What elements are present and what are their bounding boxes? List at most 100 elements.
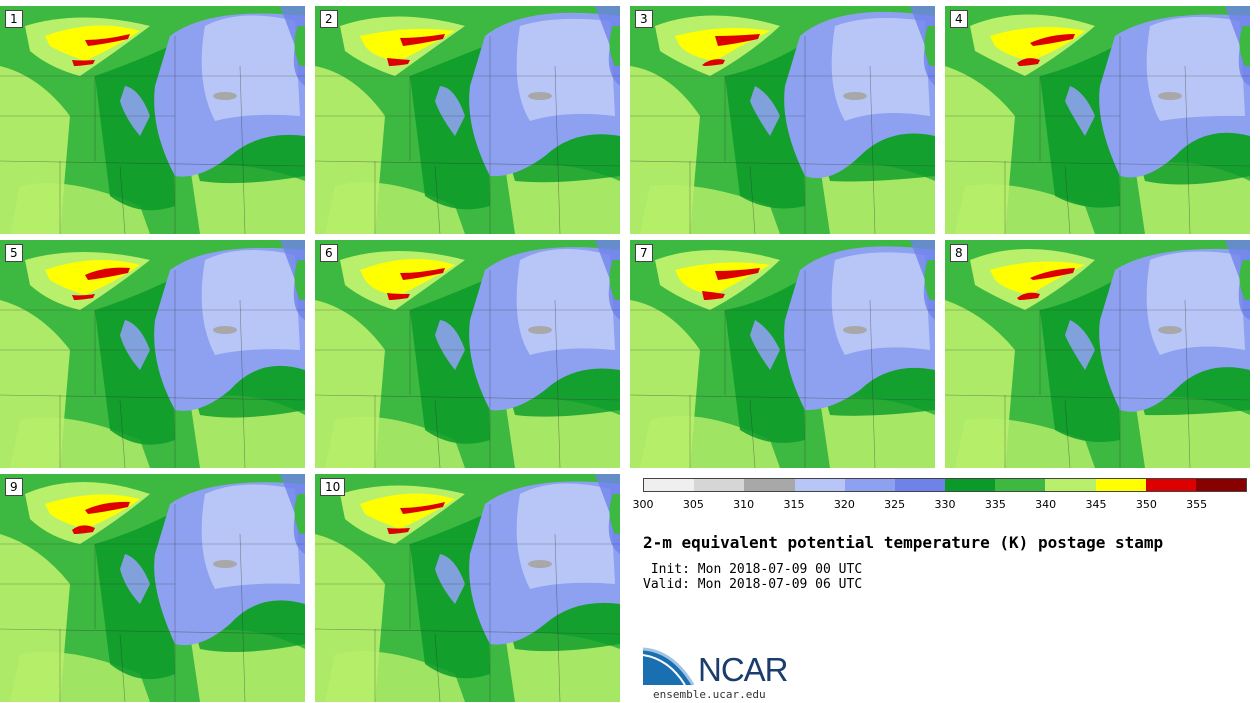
light-blue-region bbox=[516, 483, 615, 589]
temperature-map bbox=[630, 240, 935, 468]
gray-spot bbox=[213, 560, 237, 568]
red-region bbox=[715, 34, 760, 46]
state-border bbox=[554, 299, 561, 468]
lake-edge bbox=[294, 26, 305, 66]
light-blue-region bbox=[516, 249, 615, 355]
colorbar-segment bbox=[644, 479, 695, 491]
red-region bbox=[400, 34, 445, 46]
init-time: Init: Mon 2018-07-09 00 UTC bbox=[643, 562, 863, 577]
state-border bbox=[0, 628, 305, 635]
state-border bbox=[749, 165, 756, 234]
state-border bbox=[630, 394, 935, 401]
red-region bbox=[715, 268, 760, 280]
colorbar-tick-label: 330 bbox=[934, 498, 956, 511]
blue-region bbox=[1065, 86, 1095, 136]
gray-spot bbox=[843, 92, 867, 100]
member-panel-1: 1 bbox=[0, 6, 305, 234]
lake-edge bbox=[609, 260, 620, 300]
gray-spot bbox=[1158, 92, 1182, 100]
state-border bbox=[119, 633, 126, 702]
colorbar-tick-label: 325 bbox=[884, 498, 906, 511]
temperature-map bbox=[945, 6, 1250, 234]
light-blue-region bbox=[201, 250, 300, 355]
blue-region bbox=[120, 554, 150, 604]
light-blue-region bbox=[201, 484, 300, 589]
state-border bbox=[945, 394, 1250, 401]
state-border bbox=[869, 65, 876, 234]
temperature-map bbox=[945, 240, 1250, 468]
member-panel-4: 4 bbox=[945, 6, 1250, 234]
blue-region bbox=[435, 320, 465, 370]
state-border bbox=[119, 165, 126, 234]
figure-title: 2-m equivalent potential temperature (K)… bbox=[643, 533, 1164, 552]
temperature-map bbox=[0, 474, 305, 702]
colorbar-segment bbox=[744, 479, 795, 491]
member-label: 9 bbox=[5, 478, 23, 496]
state-border bbox=[239, 299, 246, 468]
state-border bbox=[1064, 399, 1071, 468]
colorbar-tick-label: 335 bbox=[984, 498, 1006, 511]
temperature-map bbox=[0, 240, 305, 468]
colorbar-segment bbox=[694, 479, 745, 491]
light-green-region bbox=[955, 418, 1095, 468]
gray-spot bbox=[528, 326, 552, 334]
colorbar-tick-label: 310 bbox=[733, 498, 755, 511]
member-label: 5 bbox=[5, 244, 23, 262]
lake-edge bbox=[924, 260, 935, 300]
colorbar-segment bbox=[844, 479, 895, 491]
blue-region bbox=[1065, 320, 1095, 370]
state-border bbox=[434, 165, 441, 234]
lake-edge bbox=[609, 494, 620, 534]
light-green-region bbox=[325, 651, 465, 702]
member-panel-6: 6 bbox=[315, 240, 620, 468]
member-panel-2: 2 bbox=[315, 6, 620, 234]
red-region bbox=[400, 502, 445, 514]
temperature-map bbox=[315, 474, 620, 702]
red-region bbox=[1030, 34, 1075, 46]
temperature-map bbox=[0, 6, 305, 234]
light-green-region bbox=[955, 184, 1095, 234]
state-border bbox=[239, 533, 246, 702]
state-border bbox=[434, 633, 441, 702]
state-border bbox=[119, 399, 126, 468]
colorbar-segment bbox=[1195, 479, 1247, 491]
state-border bbox=[749, 399, 756, 468]
colorbar-tick-label: 345 bbox=[1085, 498, 1107, 511]
red-region bbox=[702, 291, 725, 300]
lake-edge bbox=[294, 260, 305, 300]
site-url: ensemble.ucar.edu bbox=[653, 688, 766, 701]
gray-spot bbox=[213, 326, 237, 334]
member-label: 8 bbox=[950, 244, 968, 262]
light-blue-region bbox=[1146, 251, 1245, 355]
red-region bbox=[72, 60, 95, 66]
colorbar-segment bbox=[794, 479, 845, 491]
member-panel-3: 3 bbox=[630, 6, 935, 234]
red-region bbox=[387, 58, 410, 66]
light-blue-region bbox=[1146, 17, 1245, 121]
red-region bbox=[387, 293, 410, 300]
colorbar-segment bbox=[995, 479, 1046, 491]
state-border bbox=[1184, 299, 1191, 468]
colorbar-segment bbox=[1045, 479, 1096, 491]
member-label: 3 bbox=[635, 10, 653, 28]
logo-text: NCAR bbox=[698, 651, 789, 688]
light-blue-region bbox=[831, 17, 930, 122]
light-blue-region bbox=[831, 252, 930, 355]
colorbar-tick-label: 340 bbox=[1035, 498, 1057, 511]
red-region bbox=[72, 294, 95, 300]
red-region bbox=[72, 525, 95, 534]
ncar-logo: NCAR bbox=[643, 645, 793, 695]
colorbar-segment bbox=[1095, 479, 1146, 491]
gray-spot bbox=[843, 326, 867, 334]
colorbar-tick-label: 355 bbox=[1186, 498, 1208, 511]
blue-region bbox=[120, 86, 150, 136]
gray-spot bbox=[528, 92, 552, 100]
red-region bbox=[1017, 292, 1040, 300]
colorbar-tick-label: 315 bbox=[783, 498, 805, 511]
state-border bbox=[630, 160, 935, 167]
colorbar-tick-label: 300 bbox=[632, 498, 654, 511]
light-green-region bbox=[325, 416, 465, 468]
state-border bbox=[1184, 65, 1191, 234]
state-border bbox=[0, 394, 305, 401]
dark-green-region bbox=[190, 584, 305, 653]
